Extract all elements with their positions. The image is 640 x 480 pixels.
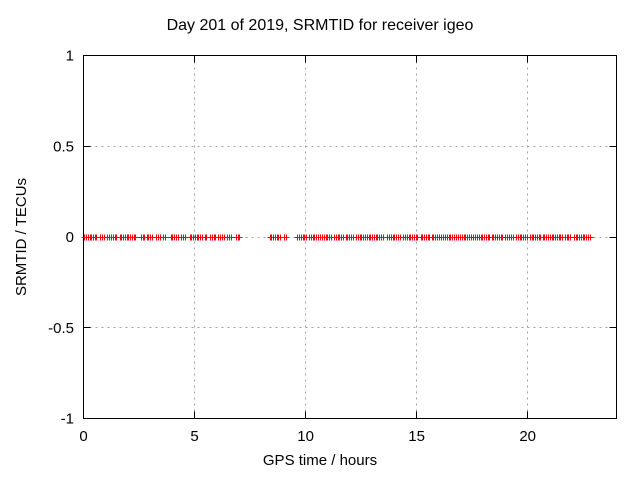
tick-label: 1: [66, 48, 74, 65]
data-series-markers: [81, 234, 594, 241]
tick-label: -1: [61, 411, 74, 428]
x-axis-label: GPS time / hours: [262, 452, 378, 469]
tick-label: 5: [190, 428, 198, 445]
tick-label: 20: [519, 428, 536, 445]
tick-label: 10: [297, 428, 314, 445]
y-axis-label: SRMTID / TECUs: [13, 177, 30, 297]
tick-label: 0: [66, 229, 74, 246]
tick-label: 0.5: [53, 138, 74, 155]
tick-label: 0: [79, 428, 87, 445]
x-tick-labels: 0 5 10 15 20: [79, 428, 536, 445]
axis-ticks: [83, 55, 617, 419]
tick-label: 15: [408, 428, 425, 445]
srmtid-plus-markers: [81, 234, 594, 241]
chart-title: Day 201 of 2019, SRMTID for receiver ige…: [166, 17, 474, 34]
tick-label: -0.5: [48, 320, 74, 337]
y-tick-labels: 1 0.5 0 -0.5 -1: [48, 48, 74, 428]
